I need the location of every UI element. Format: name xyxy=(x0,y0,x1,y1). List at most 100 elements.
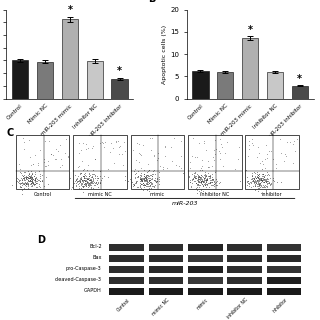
Point xyxy=(28,174,34,180)
Bar xyxy=(227,288,262,295)
Point xyxy=(202,176,207,181)
Point xyxy=(84,178,89,183)
Point xyxy=(264,183,269,188)
Point xyxy=(91,143,96,148)
Point xyxy=(244,180,249,185)
Point xyxy=(251,179,256,184)
Point xyxy=(14,179,19,184)
Point xyxy=(208,177,213,182)
Point xyxy=(26,182,31,187)
Point xyxy=(136,150,141,156)
Point xyxy=(88,177,93,182)
Point xyxy=(295,137,300,142)
Point xyxy=(257,177,262,182)
Point xyxy=(88,177,93,182)
Point xyxy=(79,171,84,176)
Point xyxy=(147,183,152,188)
Point xyxy=(253,180,258,185)
Bar xyxy=(149,255,183,262)
Point xyxy=(121,140,126,145)
Point xyxy=(84,184,89,189)
Point xyxy=(201,179,206,184)
Point xyxy=(21,185,26,190)
Point xyxy=(90,172,95,177)
Point xyxy=(85,184,91,189)
Point xyxy=(145,169,150,174)
Point xyxy=(25,180,30,185)
Point xyxy=(45,181,51,187)
Point xyxy=(83,178,88,183)
Point xyxy=(247,180,252,185)
Point xyxy=(27,173,32,178)
Point xyxy=(203,177,208,182)
Point xyxy=(145,179,150,184)
Bar xyxy=(109,255,144,262)
Point xyxy=(252,182,258,187)
Point xyxy=(26,184,31,189)
Point xyxy=(206,180,211,185)
Point xyxy=(257,172,262,177)
Point xyxy=(149,173,154,178)
Point xyxy=(212,151,218,156)
Point xyxy=(254,175,259,180)
Point xyxy=(87,177,92,182)
Point xyxy=(252,187,257,192)
Point xyxy=(264,184,269,189)
Point xyxy=(205,181,210,187)
Point xyxy=(141,181,146,186)
Point xyxy=(206,164,211,170)
Point xyxy=(195,181,200,186)
Point xyxy=(149,181,154,186)
Point xyxy=(137,183,142,188)
Point xyxy=(262,165,268,170)
Point xyxy=(85,182,90,187)
Point xyxy=(73,177,78,182)
Point xyxy=(79,177,84,182)
Point xyxy=(258,177,263,182)
Point xyxy=(80,174,85,179)
Text: *: * xyxy=(297,74,302,84)
Point xyxy=(171,136,176,141)
Point xyxy=(32,176,37,181)
Point xyxy=(152,154,157,159)
Point xyxy=(90,167,95,172)
Point xyxy=(206,170,211,175)
Point xyxy=(37,171,42,176)
Point xyxy=(270,175,275,180)
Point xyxy=(207,179,212,184)
Point xyxy=(260,179,265,184)
Point xyxy=(268,181,273,186)
Point xyxy=(81,173,86,179)
Point xyxy=(266,177,271,182)
Point xyxy=(21,140,26,145)
Point xyxy=(138,177,143,182)
Point xyxy=(140,182,145,187)
Point xyxy=(28,174,33,180)
Point xyxy=(139,174,144,179)
Point xyxy=(156,170,162,175)
Point xyxy=(76,180,81,185)
Bar xyxy=(267,277,301,284)
Point xyxy=(266,180,271,185)
Point xyxy=(259,173,264,178)
Point xyxy=(264,185,269,190)
Point xyxy=(140,187,146,192)
Point xyxy=(14,177,19,182)
Point xyxy=(21,178,26,183)
Point xyxy=(204,148,209,153)
Point xyxy=(196,172,201,178)
Point xyxy=(24,177,29,182)
Point xyxy=(264,152,269,157)
Point xyxy=(146,179,151,184)
Point xyxy=(254,179,259,184)
Point xyxy=(253,188,258,193)
Point xyxy=(200,181,205,187)
Point xyxy=(196,174,201,179)
Point xyxy=(90,145,95,150)
Point xyxy=(29,179,34,184)
Point xyxy=(85,176,90,181)
Point xyxy=(29,169,34,174)
Point xyxy=(84,179,89,184)
Point xyxy=(252,170,257,175)
Bar xyxy=(188,135,242,189)
